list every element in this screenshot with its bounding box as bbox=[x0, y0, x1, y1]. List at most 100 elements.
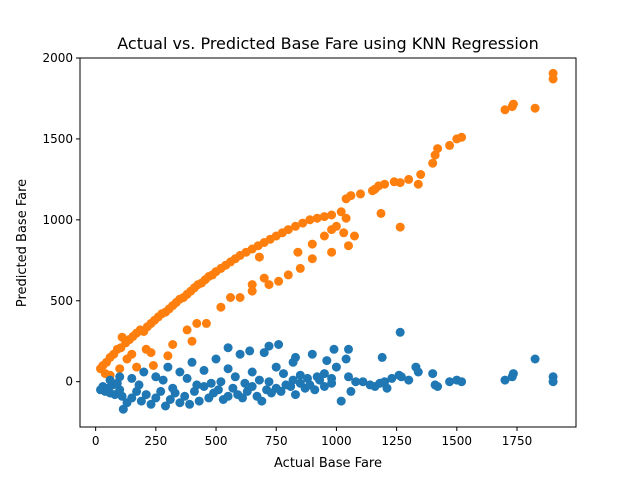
predicted-fare-point-blue bbox=[344, 344, 353, 354]
predicted-fare-point-blue bbox=[336, 396, 346, 406]
y-tick-label: 0 bbox=[65, 375, 73, 389]
predicted-fare-point-blue bbox=[271, 362, 281, 372]
predicted-fare-point-blue bbox=[500, 375, 510, 385]
predicted-fare-point-blue bbox=[319, 369, 329, 379]
plot-points bbox=[96, 68, 558, 414]
predicted-fare-point-blue bbox=[291, 352, 300, 362]
predicted-fare-point-blue bbox=[199, 382, 209, 391]
predicted-fare-point-orange bbox=[416, 170, 426, 179]
predicted-fare-point-orange bbox=[132, 362, 142, 372]
predicted-fare-point-orange bbox=[350, 231, 359, 241]
predicted-fare-point-orange bbox=[283, 270, 293, 280]
predicted-fare-point-blue bbox=[291, 390, 300, 400]
predicted-fare-point-blue bbox=[387, 373, 397, 383]
chart-title: Actual vs. Predicted Base Fare using KNN… bbox=[117, 34, 538, 53]
predicted-fare-point-blue bbox=[254, 375, 264, 385]
predicted-fare-point-blue bbox=[276, 386, 286, 396]
predicted-fare-point-blue bbox=[213, 385, 223, 395]
predicted-fare-point-blue bbox=[358, 377, 368, 387]
predicted-fare-point-blue bbox=[351, 377, 361, 387]
predicted-fare-point-blue bbox=[182, 373, 192, 383]
predicted-fare-point-blue bbox=[264, 377, 274, 387]
predicted-fare-point-orange bbox=[356, 189, 365, 199]
predicted-fare-point-orange bbox=[508, 99, 518, 109]
predicted-fare-point-blue bbox=[134, 380, 144, 390]
predicted-fare-point-orange bbox=[163, 351, 173, 361]
x-tick-label: 1000 bbox=[321, 434, 352, 448]
predicted-fare-point-orange bbox=[376, 208, 386, 218]
predicted-fare-point-orange bbox=[312, 213, 322, 223]
predicted-fare-point-orange bbox=[115, 364, 125, 374]
x-tick-label: 1500 bbox=[442, 434, 473, 448]
predicted-fare-point-blue bbox=[105, 375, 115, 385]
predicted-fare-point-blue bbox=[127, 393, 137, 403]
predicted-fare-point-blue bbox=[322, 356, 332, 366]
predicted-fare-point-orange bbox=[187, 336, 197, 346]
predicted-fare-point-orange bbox=[295, 263, 305, 273]
predicted-fare-point-orange bbox=[336, 207, 346, 217]
predicted-fare-point-blue bbox=[279, 369, 288, 379]
predicted-fare-point-orange bbox=[404, 174, 414, 184]
predicted-fare-point-orange bbox=[100, 369, 110, 379]
predicted-fare-point-blue bbox=[223, 364, 233, 374]
predicted-fare-point-orange bbox=[235, 293, 245, 302]
predicted-fare-point-orange bbox=[413, 179, 423, 189]
predicted-fare-point-blue bbox=[288, 375, 298, 385]
predicted-fare-point-blue bbox=[136, 396, 146, 406]
predicted-fare-point-blue bbox=[139, 367, 149, 377]
predicted-fare-point-blue bbox=[346, 386, 356, 396]
predicted-fare-point-blue bbox=[433, 382, 443, 391]
predicted-fare-point-blue bbox=[151, 393, 161, 403]
predicted-fare-point-blue bbox=[319, 382, 329, 391]
predicted-fare-point-orange bbox=[254, 252, 264, 262]
predicted-fare-point-orange bbox=[380, 179, 390, 189]
predicted-fare-point-orange bbox=[445, 140, 455, 150]
predicted-fare-point-blue bbox=[264, 341, 274, 351]
predicted-fare-point-blue bbox=[395, 327, 405, 337]
predicted-fare-point-orange bbox=[127, 349, 137, 359]
predicted-fare-point-blue bbox=[240, 378, 250, 388]
predicted-fare-point-blue bbox=[115, 372, 125, 382]
predicted-fare-point-orange bbox=[346, 191, 356, 201]
predicted-fare-point-blue bbox=[377, 352, 387, 362]
x-tick-label: 0 bbox=[92, 434, 100, 448]
predicted-fare-point-orange bbox=[500, 105, 510, 115]
predicted-fare-point-blue bbox=[192, 380, 202, 390]
predicted-fare-point-blue bbox=[331, 362, 341, 372]
predicted-fare-point-blue bbox=[445, 377, 455, 387]
predicted-fare-point-orange bbox=[226, 293, 235, 302]
predicted-fare-point-orange bbox=[457, 132, 467, 142]
predicted-fare-point-blue bbox=[259, 348, 269, 358]
predicted-fare-point-blue bbox=[303, 373, 312, 383]
y-tick-label: 1000 bbox=[42, 213, 73, 227]
predicted-fare-point-blue bbox=[127, 373, 137, 383]
y-axis-ticks: 0 500 1000 1500 2000 bbox=[42, 51, 80, 389]
predicted-fare-point-orange bbox=[259, 273, 269, 283]
predicted-fare-point-orange bbox=[264, 280, 274, 290]
predicted-fare-point-blue bbox=[428, 369, 438, 379]
predicted-fare-point-orange bbox=[319, 231, 329, 241]
predicted-fare-point-blue bbox=[245, 346, 255, 356]
predicted-fare-point-blue bbox=[206, 378, 216, 388]
predicted-fare-point-orange bbox=[305, 215, 315, 225]
predicted-fare-point-blue bbox=[247, 382, 257, 391]
predicted-fare-point-orange bbox=[327, 210, 337, 220]
y-axis-label: Predicted Base Fare bbox=[15, 179, 30, 307]
predicted-fare-point-blue bbox=[151, 372, 161, 382]
y-tick-label: 2000 bbox=[42, 51, 73, 65]
predicted-fare-point-orange bbox=[307, 239, 317, 249]
predicted-fare-point-orange bbox=[146, 348, 156, 358]
predicted-fare-point-orange bbox=[291, 221, 300, 231]
predicted-fare-point-blue bbox=[165, 395, 175, 404]
predicted-fare-point-blue bbox=[396, 372, 406, 382]
predicted-fare-point-blue bbox=[548, 377, 558, 387]
predicted-fare-point-blue bbox=[141, 390, 151, 400]
predicted-fare-point-blue bbox=[530, 354, 540, 364]
predicted-fare-point-blue bbox=[404, 375, 414, 385]
predicted-fare-point-orange bbox=[192, 318, 202, 328]
predicted-fare-point-orange bbox=[247, 286, 257, 296]
predicted-fare-point-blue bbox=[235, 349, 245, 359]
predicted-fare-point-blue bbox=[329, 344, 339, 354]
predicted-fare-point-orange bbox=[548, 68, 558, 78]
predicted-fare-point-orange bbox=[530, 103, 540, 113]
